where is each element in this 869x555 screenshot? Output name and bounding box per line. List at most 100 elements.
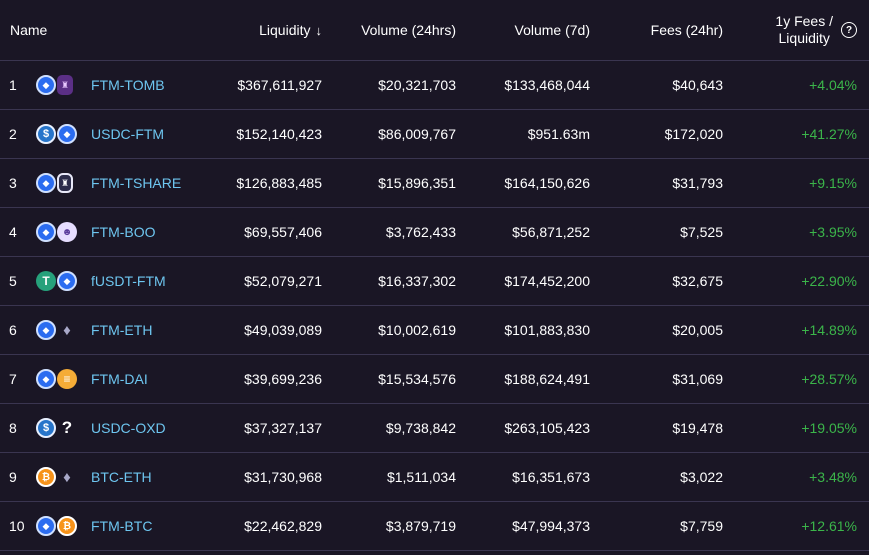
volume-7d-value: $263,105,423	[504, 420, 590, 436]
fees-24h-value: $31,793	[672, 175, 723, 191]
header-fees-liquidity-label: 1y Fees / Liquidity	[775, 13, 833, 47]
volume-7d-value: $56,871,252	[512, 224, 590, 240]
row-rank: 2	[9, 126, 17, 142]
fees-24h-value: $20,005	[672, 322, 723, 338]
table-body: 1 ◆ ♜ FTM-TOMB $367,611,927 $20,321,703 $133,4…	[0, 61, 869, 551]
fees-liquidity-value: +41.27%	[801, 126, 857, 142]
volume-7d-value: $951.63m	[527, 126, 590, 142]
volume-24h-value: $3,762,433	[385, 224, 456, 240]
volume-24h-value: $15,896,351	[378, 175, 456, 191]
volume-7d-value: $164,150,626	[504, 175, 590, 191]
ftm-icon: ◆	[36, 173, 56, 193]
pair-link[interactable]: BTC-ETH	[91, 469, 152, 485]
volume-7d-value: $174,452,200	[504, 273, 590, 289]
pair-link[interactable]: FTM-DAI	[91, 371, 148, 387]
volume-7d-value: $188,624,491	[504, 371, 590, 387]
pair-link[interactable]: FTM-BTC	[91, 518, 153, 534]
fees-liquidity-value: +4.04%	[809, 77, 857, 93]
table-row[interactable]: 2 $ ◆ USDC-FTM $152,140,423 $86,009,767 $951.6…	[0, 110, 869, 159]
table-row[interactable]: 9 ₿ ♦ BTC-ETH $31,730,968 $1,511,034 $16,351,6…	[0, 453, 869, 502]
header-liquidity[interactable]: Liquidity ↓	[190, 0, 322, 60]
table-row[interactable]: 7 ◆ ≡ FTM-DAI $39,699,236 $15,534,576 $188,624…	[0, 355, 869, 404]
liquidity-value: $52,079,271	[244, 273, 322, 289]
table-row[interactable]: 1 ◆ ♜ FTM-TOMB $367,611,927 $20,321,703 $133,4…	[0, 61, 869, 110]
row-rank: 5	[9, 273, 17, 289]
table-row[interactable]: 8 $? USDC-OXD $37,327,137 $9,738,842 $263,105…	[0, 404, 869, 453]
pair-link[interactable]: FTM-TOMB	[91, 77, 165, 93]
pair-token-icons: ◆ ₿	[36, 502, 77, 550]
volume-24h-value: $3,879,719	[385, 518, 456, 534]
fees-24h-value: $32,675	[672, 273, 723, 289]
fees-liquidity-value: +14.89%	[801, 322, 857, 338]
header-fees-24h[interactable]: Fees (24hr)	[650, 22, 723, 38]
pair-link[interactable]: FTM-ETH	[91, 322, 153, 338]
fees-liquidity-value: +3.48%	[809, 469, 857, 485]
volume-7d-value: $101,883,830	[504, 322, 590, 338]
header-fees-liquidity-line1: 1y Fees /	[775, 13, 833, 29]
table-row[interactable]: 4 ◆ ☻ FTM-BOO $69,557,406 $3,762,433 $56,871,2…	[0, 208, 869, 257]
fees-24h-value: $172,020	[664, 126, 723, 142]
fees-liquidity-value: +19.05%	[801, 420, 857, 436]
fees-liquidity-value: +12.61%	[801, 518, 857, 534]
help-icon[interactable]: ?	[841, 22, 857, 38]
table-header: Name Liquidity ↓ Volume (24hrs) Volume (…	[0, 0, 869, 61]
pair-token-icons: T ◆	[36, 257, 77, 305]
fees-24h-value: $7,759	[680, 518, 723, 534]
volume-24h-value: $15,534,576	[378, 371, 456, 387]
usdt-icon: T	[36, 271, 56, 291]
row-rank: 1	[9, 77, 17, 93]
pair-token-icons: $?	[36, 404, 77, 452]
row-rank: 9	[9, 469, 17, 485]
volume-24h-value: $1,511,034	[386, 469, 456, 485]
ftm-icon: ◆	[36, 75, 56, 95]
header-name[interactable]: Name	[10, 22, 48, 38]
row-rank: 3	[9, 175, 17, 191]
volume-24h-value: $16,337,302	[378, 273, 456, 289]
volume-7d-value: $16,351,673	[512, 469, 590, 485]
row-rank: 8	[9, 420, 17, 436]
liquidity-value: $126,883,485	[236, 175, 322, 191]
header-volume-24h[interactable]: Volume (24hrs)	[361, 22, 456, 38]
pair-token-icons: ◆ ♜	[36, 61, 73, 109]
pair-token-icons: ₿ ♦	[36, 453, 77, 501]
dai-icon: ≡	[57, 369, 77, 389]
ftm-icon: ◆	[36, 369, 56, 389]
pair-token-icons: ◆ ☻	[36, 208, 77, 256]
liquidity-value: $31,730,968	[244, 469, 322, 485]
pair-link[interactable]: fUSDT-FTM	[91, 273, 166, 289]
volume-24h-value: $86,009,767	[378, 126, 456, 142]
liquidity-value: $367,611,927	[237, 77, 322, 93]
volume-24h-value: $20,321,703	[378, 77, 456, 93]
pair-link[interactable]: USDC-OXD	[91, 420, 166, 436]
fees-liquidity-value: +9.15%	[809, 175, 857, 191]
table-row[interactable]: 3 ◆ ♜ FTM-TSHARE $126,883,485 $15,896,351 $164…	[0, 159, 869, 208]
pair-link[interactable]: FTM-BOO	[91, 224, 156, 240]
pair-link[interactable]: FTM-TSHARE	[91, 175, 182, 191]
eth-icon: ♦	[63, 321, 71, 339]
boo-icon: ☻	[57, 222, 77, 242]
header-fees-liquidity-line2: Liquidity	[778, 30, 830, 46]
row-rank: 10	[9, 518, 25, 534]
pair-token-icons: ◆ ≡	[36, 355, 77, 403]
table-row[interactable]: 6 ◆ ♦ FTM-ETH $49,039,089 $10,002,619 $101,883…	[0, 306, 869, 355]
pair-link[interactable]: USDC-FTM	[91, 126, 165, 142]
tomb-icon: ♜	[57, 75, 73, 95]
table-row[interactable]: 10 ◆ ₿ FTM-BTC $22,462,829 $3,879,719 $47,994,…	[0, 502, 869, 551]
unknown-token-icon: ?	[61, 418, 73, 437]
header-fees-liquidity[interactable]: 1y Fees / Liquidity ?	[740, 0, 857, 60]
usdc-icon: $	[36, 124, 56, 144]
sort-down-icon: ↓	[315, 22, 323, 38]
eth-icon: ♦	[63, 468, 71, 486]
table-row[interactable]: 5 T ◆ fUSDT-FTM $52,079,271 $16,337,302 $174,4…	[0, 257, 869, 306]
liquidity-value: $152,140,423	[236, 126, 322, 142]
liquidity-value: $39,699,236	[244, 371, 322, 387]
usdc-icon: $	[36, 418, 56, 438]
fees-24h-value: $19,478	[672, 420, 723, 436]
header-volume-7d[interactable]: Volume (7d)	[514, 22, 590, 38]
ftm-icon: ◆	[57, 124, 77, 144]
liquidity-value: $37,327,137	[244, 420, 322, 436]
row-rank: 4	[9, 224, 17, 240]
volume-7d-value: $133,468,044	[504, 77, 590, 93]
fees-liquidity-value: +28.57%	[801, 371, 857, 387]
